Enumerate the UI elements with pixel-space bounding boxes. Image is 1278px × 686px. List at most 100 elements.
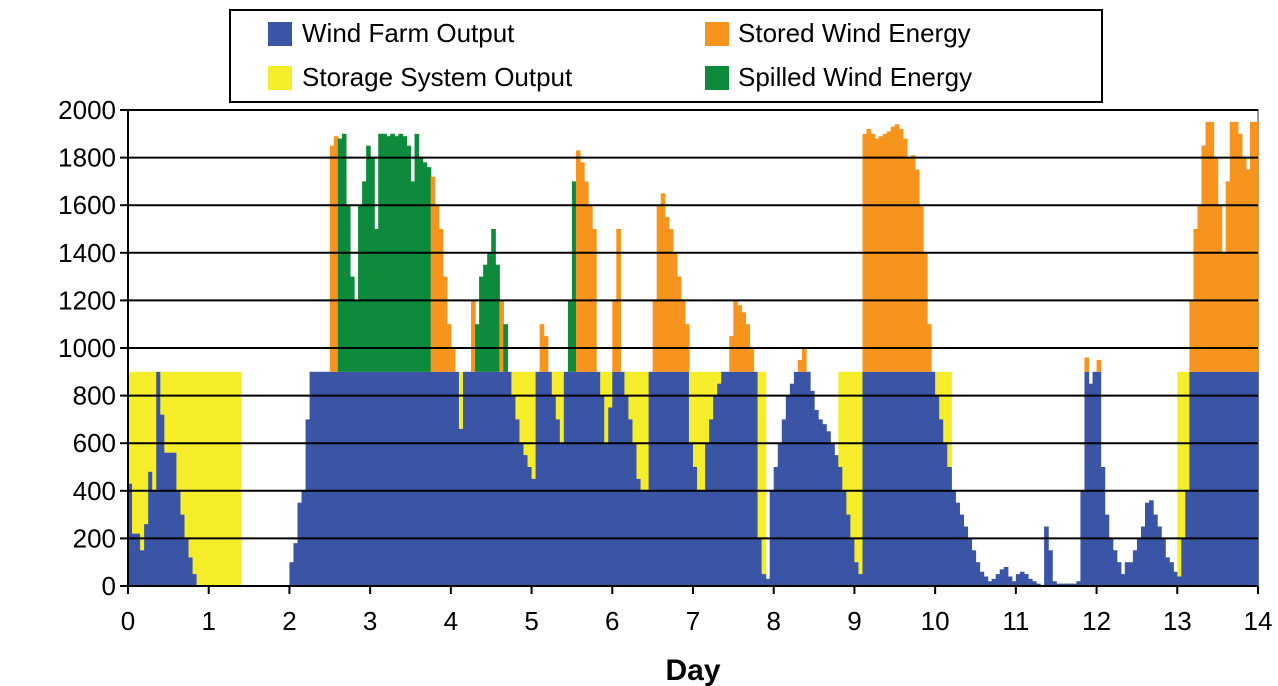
- wind-farm-output-column: [1120, 574, 1126, 586]
- wind-farm-output-column: [592, 371, 597, 586]
- wind-farm-output-column: [975, 562, 981, 586]
- wind-farm-output-column: [910, 371, 916, 586]
- wind-farm-output-column: [180, 514, 186, 586]
- spilled-wind-energy-column: [410, 181, 416, 372]
- storage-system-output-column: [604, 371, 609, 444]
- wind-farm-output-column: [1036, 583, 1041, 586]
- spilled-wind-energy-column: [422, 162, 428, 372]
- wind-farm-output-column: [664, 371, 670, 586]
- wind-farm-output-column: [1124, 562, 1130, 586]
- stored-wind-energy-column: [1225, 181, 1231, 372]
- storage-system-output-column: [1177, 371, 1182, 577]
- storage-system-output-column: [168, 371, 173, 453]
- storage-system-output-column: [458, 371, 464, 429]
- stored-wind-energy-column: [430, 176, 436, 372]
- storage-system-output-column: [212, 371, 218, 586]
- wind-farm-output-column: [450, 371, 456, 586]
- stored-wind-energy-column: [584, 181, 589, 372]
- wind-farm-output-column: [136, 533, 141, 586]
- wind-farm-output-column: [1064, 583, 1069, 586]
- wind-farm-output-column: [628, 419, 634, 586]
- wind-farm-output-column: [462, 371, 468, 586]
- wind-farm-output-column: [979, 571, 985, 586]
- wind-farm-output-column: [1140, 526, 1146, 586]
- wind-farm-output-column: [1197, 371, 1203, 586]
- spilled-wind-energy-column: [337, 138, 343, 372]
- wind-farm-output-column: [531, 478, 537, 586]
- spilled-wind-energy-column: [402, 136, 408, 372]
- wind-farm-output-column: [309, 371, 315, 586]
- stored-wind-energy-column: [733, 300, 738, 372]
- wind-farm-output-column: [620, 371, 625, 586]
- wind-farm-output-column: [555, 419, 561, 586]
- wind-farm-output-column: [382, 371, 387, 586]
- wind-farm-output-column: [305, 419, 311, 586]
- wind-farm-output-column: [1015, 574, 1021, 586]
- wind-farm-output-column: [1096, 371, 1102, 586]
- wind-farm-output-column: [144, 524, 149, 586]
- spilled-wind-energy-column: [487, 252, 492, 372]
- y-tick-label: 800: [73, 381, 116, 411]
- wind-farm-output-column: [830, 443, 835, 586]
- stored-wind-energy-column: [1189, 300, 1195, 372]
- wind-farm-output-column: [1100, 467, 1106, 586]
- wind-farm-output-column: [567, 371, 573, 586]
- stored-wind-energy-column: [1241, 157, 1247, 372]
- wind-farm-output-column: [801, 371, 807, 586]
- wind-farm-output-column: [1229, 371, 1235, 586]
- wind-farm-output-column: [1060, 583, 1065, 586]
- wind-farm-output-column: [168, 452, 173, 586]
- wind-farm-output-column: [733, 371, 738, 586]
- wind-farm-output-column: [652, 371, 658, 586]
- storage-system-output-column: [624, 371, 630, 396]
- storage-system-output-column: [551, 371, 557, 396]
- y-tick-label: 400: [73, 476, 116, 506]
- wind-farm-output-column: [188, 557, 194, 586]
- wind-farm-output-column: [745, 371, 751, 586]
- wind-farm-output-column: [333, 371, 339, 586]
- wind-farm-output-column: [693, 467, 698, 586]
- wind-farm-output-column: [757, 538, 763, 586]
- wind-farm-output-column: [487, 371, 492, 586]
- stored-wind-energy-column: [1213, 157, 1219, 372]
- wind-farm-output-column: [882, 371, 888, 586]
- wind-farm-output-column: [1145, 502, 1150, 586]
- stored-wind-energy-column: [1229, 121, 1235, 372]
- storage-system-output-column: [228, 371, 234, 586]
- wind-farm-output-column: [826, 431, 831, 586]
- wind-farm-output-column: [781, 419, 787, 586]
- wind-farm-output-column: [838, 467, 843, 586]
- wind-farm-output-column: [192, 574, 198, 586]
- wind-farm-output-column: [898, 371, 904, 586]
- wind-farm-output-column: [475, 371, 480, 586]
- spilled-wind-energy-column: [345, 205, 351, 372]
- storage-system-output-column: [132, 371, 137, 534]
- spilled-wind-energy-column: [386, 136, 391, 372]
- storage-system-output-column: [531, 371, 537, 479]
- wind-farm-output-column: [289, 562, 295, 586]
- wind-farm-output-column: [939, 419, 944, 586]
- storage-system-output-column: [200, 371, 206, 586]
- stored-wind-energy-column: [329, 145, 335, 372]
- x-tick-label: 0: [121, 606, 135, 636]
- storage-system-output-column: [935, 371, 940, 396]
- storage-system-output-column: [858, 371, 864, 575]
- y-tick-label: 0: [102, 571, 116, 601]
- wind-farm-output-column: [902, 371, 908, 586]
- stored-wind-energy-column: [866, 129, 872, 372]
- wind-farm-output-column: [959, 514, 964, 586]
- storage-system-output-column: [947, 371, 952, 467]
- stored-wind-energy-column: [919, 205, 924, 372]
- storage-system-output-column: [559, 371, 565, 444]
- spilled-wind-energy-column: [349, 276, 355, 372]
- wind-farm-output-column: [410, 371, 416, 586]
- wind-farm-output-column: [947, 467, 952, 586]
- wind-farm-output-column: [1076, 581, 1082, 586]
- storage-system-output-column: [761, 371, 767, 575]
- stored-wind-energy-column: [886, 131, 892, 372]
- wind-farm-output-column: [1241, 371, 1247, 586]
- wind-farm-output-column: [398, 371, 404, 586]
- wind-farm-output-column: [737, 371, 743, 586]
- wind-farm-output-column: [749, 371, 755, 586]
